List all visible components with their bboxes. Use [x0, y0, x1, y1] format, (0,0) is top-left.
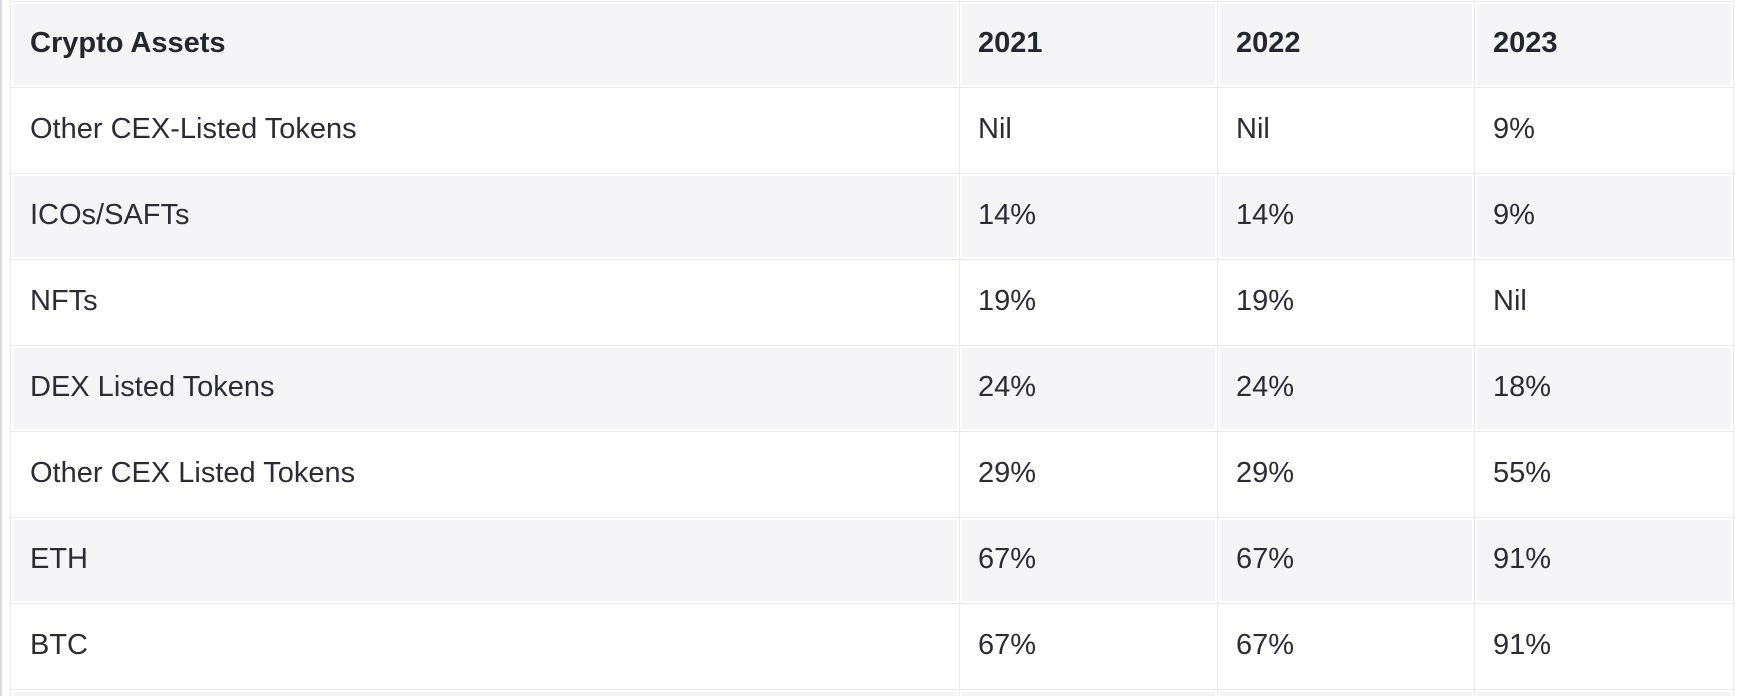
table-row: ICOs/SAFTs 14% 14% 9% — [11, 174, 1733, 259]
table-row: ETH 67% 67% 91% — [11, 518, 1733, 603]
crypto-assets-table: Crypto Assets 2021 2022 2023 Other CEX-L… — [10, 1, 1734, 696]
value-cell: 55% — [1475, 432, 1733, 517]
row-label-cell: DEX Listed Tokens — [11, 346, 959, 431]
value-cell: 14% — [1218, 174, 1474, 259]
value-cell: 19% — [1218, 260, 1474, 345]
value-cell: 18% — [1475, 346, 1733, 431]
clipped-next-row — [11, 690, 1733, 696]
value-cell: 91% — [1475, 604, 1733, 689]
table-row: Other CEX Listed Tokens 29% 29% 55% — [11, 432, 1733, 517]
clipped-cell — [1475, 690, 1733, 696]
value-cell: Nil — [1218, 88, 1474, 173]
row-label-cell: ICOs/SAFTs — [11, 174, 959, 259]
value-cell: 19% — [960, 260, 1217, 345]
column-header-2021: 2021 — [960, 2, 1217, 87]
clipped-cell — [11, 690, 959, 696]
column-header-crypto-assets: Crypto Assets — [11, 2, 959, 87]
value-cell: 24% — [1218, 346, 1474, 431]
value-cell: 67% — [960, 518, 1217, 603]
clipped-cell — [1218, 690, 1474, 696]
table-row: DEX Listed Tokens 24% 24% 18% — [11, 346, 1733, 431]
value-cell: 91% — [1475, 518, 1733, 603]
table-row: BTC 67% 67% 91% — [11, 604, 1733, 689]
clipped-cell — [960, 690, 1217, 696]
row-label-cell: Other CEX-Listed Tokens — [11, 88, 959, 173]
value-cell: 29% — [1218, 432, 1474, 517]
value-cell: 24% — [960, 346, 1217, 431]
table-row: Other CEX-Listed Tokens Nil Nil 9% — [11, 88, 1733, 173]
value-cell: 9% — [1475, 174, 1733, 259]
value-cell: 67% — [960, 604, 1217, 689]
value-cell: 29% — [960, 432, 1217, 517]
header-row: Crypto Assets 2021 2022 2023 — [11, 2, 1733, 87]
value-cell: Nil — [960, 88, 1217, 173]
value-cell: 67% — [1218, 604, 1474, 689]
window-left-edge-line — [0, 0, 2, 696]
row-label-cell: ETH — [11, 518, 959, 603]
value-cell: 67% — [1218, 518, 1474, 603]
value-cell: Nil — [1475, 260, 1733, 345]
column-header-2022: 2022 — [1218, 2, 1474, 87]
row-label-cell: BTC — [11, 604, 959, 689]
row-label-cell: NFTs — [11, 260, 959, 345]
row-label-cell: Other CEX Listed Tokens — [11, 432, 959, 517]
value-cell: 14% — [960, 174, 1217, 259]
column-header-2023: 2023 — [1475, 2, 1733, 87]
table-row: NFTs 19% 19% Nil — [11, 260, 1733, 345]
value-cell: 9% — [1475, 88, 1733, 173]
